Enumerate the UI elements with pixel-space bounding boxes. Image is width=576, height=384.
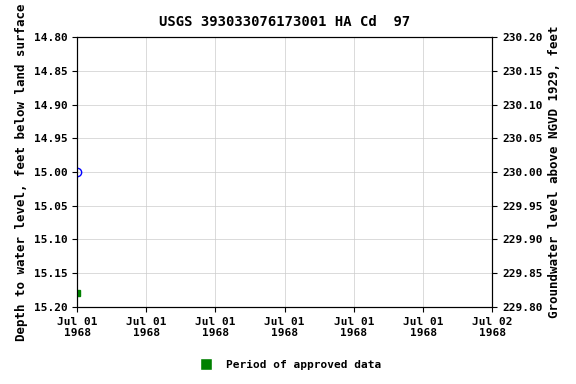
Y-axis label: Depth to water level, feet below land surface: Depth to water level, feet below land su…	[15, 3, 28, 341]
Legend: Period of approved data: Period of approved data	[191, 356, 385, 375]
Y-axis label: Groundwater level above NGVD 1929, feet: Groundwater level above NGVD 1929, feet	[548, 26, 561, 318]
Title: USGS 393033076173001 HA Cd  97: USGS 393033076173001 HA Cd 97	[159, 15, 410, 29]
